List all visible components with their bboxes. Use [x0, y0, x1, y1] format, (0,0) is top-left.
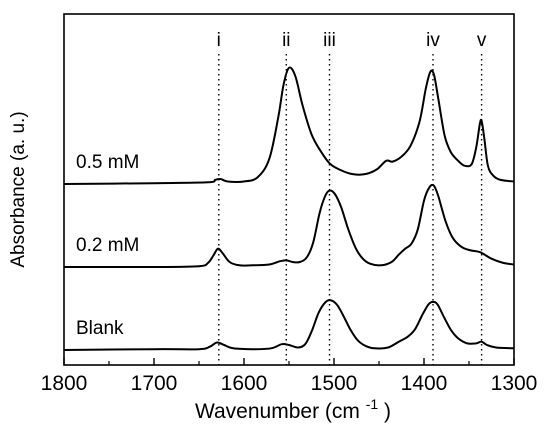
series-labels: 0.5 mM 0.2 mM Blank [76, 152, 139, 339]
reference-label-iii: iii [323, 30, 336, 51]
series-label-0-2-mm: 0.2 mM [76, 235, 139, 256]
series-label-0-5-mm: 0.5 mM [76, 152, 139, 173]
plot-frame [63, 13, 515, 366]
x-tick-label: 1800 [41, 372, 88, 395]
reference-label-iv: iv [426, 30, 440, 51]
x-axis-label-superscript: -1 [366, 396, 379, 412]
x-axis-ticks: 1800 1700 1600 1500 1400 1300 [41, 358, 538, 395]
x-axis-label: Wavenumber (cm -1 ) [195, 391, 391, 423]
series-label-blank: Blank [76, 318, 124, 339]
y-axis-label: Absorbance (a. u.) [8, 111, 29, 267]
series-line-0-2-mm [63, 183, 515, 269]
reference-label-v: v [477, 30, 487, 51]
series-lines [63, 66, 515, 351]
x-tick-label: 1700 [131, 372, 178, 395]
series-line-0-5-mm [63, 66, 515, 185]
x-tick-label: 1500 [311, 372, 358, 395]
reference-lines [218, 54, 483, 365]
x-tick-label: 1600 [221, 372, 268, 395]
series-line-blank [63, 299, 515, 351]
reference-label-ii: ii [282, 30, 290, 51]
x-tick-label: 1300 [491, 372, 538, 395]
x-tick-label: 1400 [401, 372, 448, 395]
reference-labels: i ii iii iv v [217, 30, 487, 51]
reference-label-i: i [217, 30, 221, 51]
x-axis-label-close: ) [384, 400, 391, 423]
x-axis-label-main: Wavenumber (cm [195, 400, 360, 423]
